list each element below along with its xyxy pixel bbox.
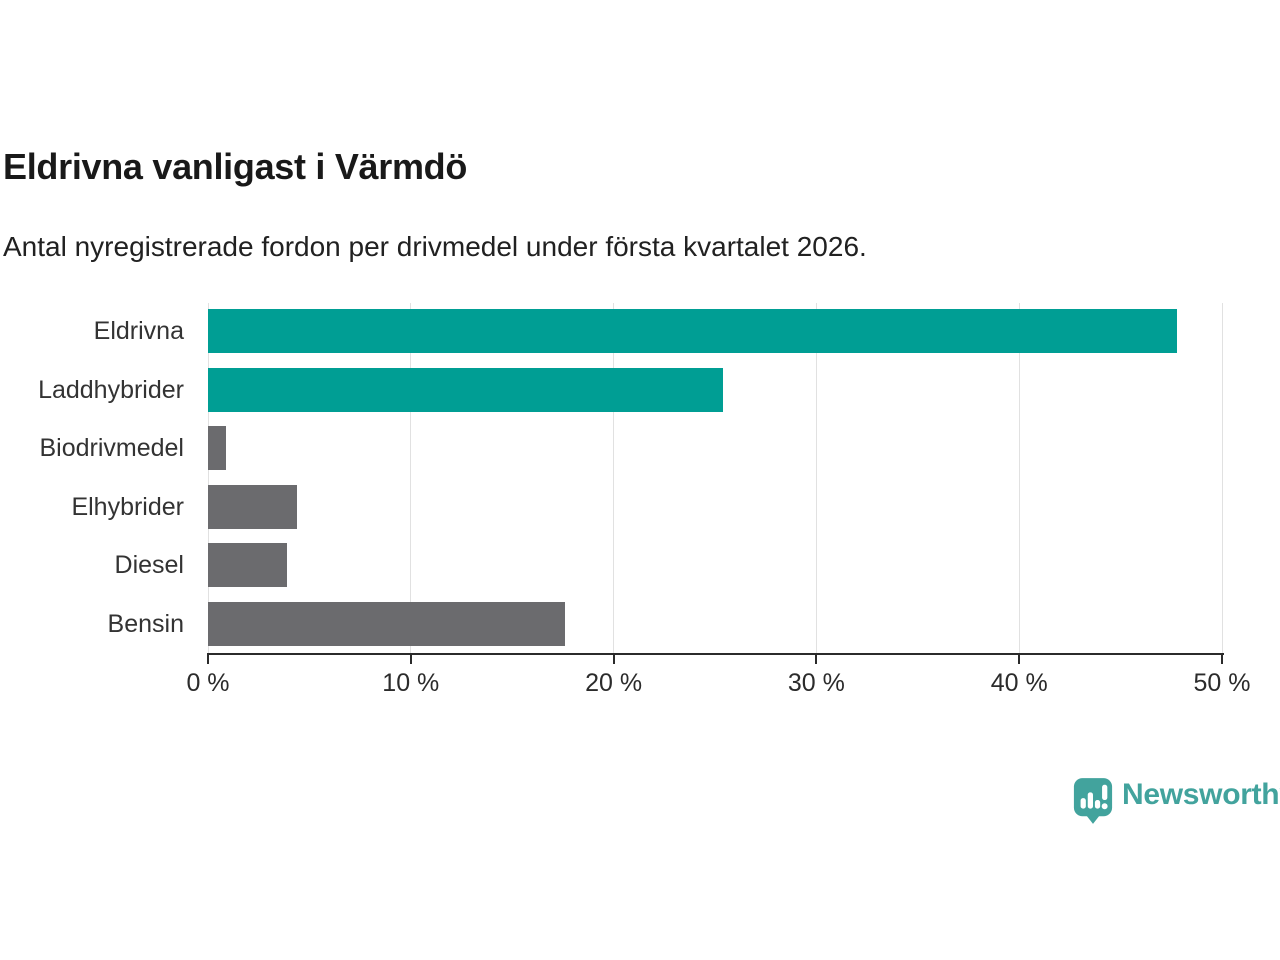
category-label-bensin: Bensin xyxy=(107,610,184,638)
tickmark-10 xyxy=(409,655,412,664)
tickmark-0 xyxy=(207,655,209,664)
bar-chart-speech-bubble-icon xyxy=(1073,778,1113,824)
bar-elhybrider xyxy=(208,485,298,529)
gridline-40 xyxy=(1018,303,1020,653)
x-tick-label: 20 % xyxy=(585,669,643,697)
newsworthy-logo: Newsworthy xyxy=(1072,776,1280,826)
tickmark-30 xyxy=(815,655,818,664)
bar-biodrivmedel xyxy=(208,426,227,470)
category-label-diesel: Diesel xyxy=(114,551,184,579)
category-label-biodrivmedel: Biodrivmedel xyxy=(39,434,184,462)
newsworthy-wordmark: Newsworthy xyxy=(1122,778,1280,811)
x-tick-label: 0 % xyxy=(186,669,230,697)
gridline-20 xyxy=(613,303,615,653)
tickmark-50 xyxy=(1221,655,1223,664)
tickmark-40 xyxy=(1018,655,1021,664)
bar-diesel xyxy=(208,543,288,587)
bar-laddhybrider xyxy=(208,368,724,412)
gridline-0 xyxy=(207,303,209,653)
x-tick-label: 40 % xyxy=(990,669,1048,697)
tickmark-20 xyxy=(612,655,615,664)
gridline-30 xyxy=(815,303,817,653)
gridline-10 xyxy=(410,303,412,653)
x-axis-line xyxy=(207,653,1224,655)
y-axis-labels: Eldrivna Laddhybrider Biodrivmedel Elhybrid… xyxy=(0,302,196,653)
gridline-50 xyxy=(1221,303,1223,653)
category-label-eldrivna: Eldrivna xyxy=(93,317,184,345)
chart-subtitle: Antal nyregistrerade fordon per drivmede… xyxy=(3,231,867,262)
plot-area xyxy=(207,302,1223,653)
category-label-laddhybrider: Laddhybrider xyxy=(38,376,184,404)
x-tick-label: 30 % xyxy=(787,669,845,697)
x-tick-label: 50 % xyxy=(1193,669,1251,697)
bar-eldrivna xyxy=(208,309,1178,353)
chart-title: Eldrivna vanligast i Värmdö xyxy=(3,146,468,187)
bar-bensin xyxy=(208,602,565,646)
category-label-elhybrider: Elhybrider xyxy=(71,493,184,521)
x-tick-label: 10 % xyxy=(382,669,440,697)
